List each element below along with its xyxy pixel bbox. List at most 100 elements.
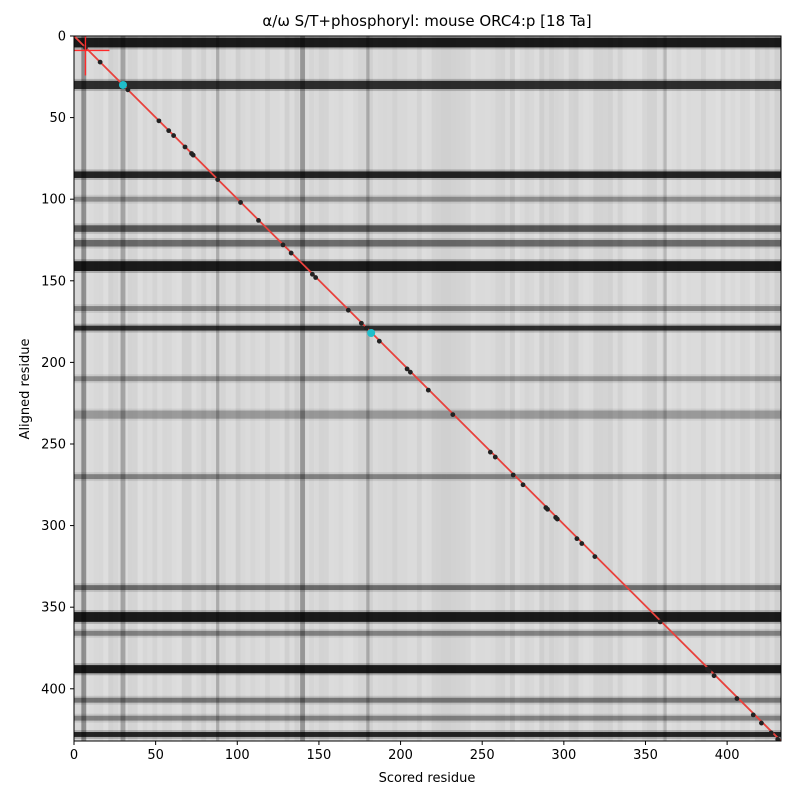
heatmap-texture-column xyxy=(363,36,368,741)
heatmap-texture-column xyxy=(774,36,780,741)
heatmap-texture-column xyxy=(78,36,84,741)
heatmap-dark-row xyxy=(74,325,781,331)
heatmap-texture-column xyxy=(696,36,701,741)
data-point xyxy=(376,338,382,344)
heatmap-texture-column xyxy=(441,36,447,741)
data-point xyxy=(125,87,131,93)
heatmap-texture-column xyxy=(544,36,550,741)
heatmap-row-halo xyxy=(74,259,781,273)
heatmap-dark-row xyxy=(74,410,781,419)
data-point xyxy=(363,325,369,331)
heatmap-texture-column xyxy=(700,36,706,741)
heatmap-texture-column xyxy=(284,36,290,741)
heatmap-texture-column xyxy=(216,36,221,741)
heatmap-texture-column xyxy=(509,36,515,741)
x-tick-label: 350 xyxy=(633,748,658,763)
data-point xyxy=(256,218,261,223)
heatmap-texture-column xyxy=(240,36,246,741)
heatmap-texture-column xyxy=(269,36,275,741)
x-tick-label: 100 xyxy=(225,748,250,763)
heatmap-texture-column xyxy=(377,36,383,741)
heatmap-texture-column xyxy=(323,36,329,741)
heatmap-texture-column xyxy=(431,36,437,741)
heatmap-row-halo xyxy=(74,304,781,313)
heatmap-texture-column xyxy=(745,36,750,741)
heatmap-texture-column xyxy=(661,36,667,741)
heatmap-texture-column xyxy=(196,36,202,741)
heatmap-texture-column xyxy=(754,36,760,741)
heatmap-texture-column xyxy=(647,36,653,741)
heatmap-row-halo xyxy=(74,223,781,234)
heatmap-texture-column xyxy=(495,36,501,741)
heatmap-texture-column xyxy=(549,36,555,741)
heatmap-row-halo xyxy=(74,713,781,723)
heatmap-texture-column xyxy=(250,36,256,741)
heatmap-texture-column xyxy=(598,36,604,741)
data-point xyxy=(97,59,103,65)
heatmap-layer xyxy=(74,36,781,741)
data-point xyxy=(215,177,221,183)
heatmap-texture-column xyxy=(416,36,422,741)
data-point xyxy=(450,412,456,418)
heatmap-dark-row xyxy=(74,585,781,591)
data-point xyxy=(759,720,764,726)
heatmap-texture-column xyxy=(167,36,172,741)
heatmap-texture-column xyxy=(436,36,442,741)
data-point xyxy=(288,250,294,256)
data-point xyxy=(309,271,315,277)
x-tick-label: 0 xyxy=(70,748,78,763)
highlighted-point xyxy=(367,329,376,338)
heatmap-texture-column xyxy=(274,36,280,741)
heatmap-texture-column xyxy=(720,36,726,741)
heatmap-texture-column xyxy=(318,36,324,741)
heatmap-texture-column xyxy=(220,36,226,741)
heatmap-row-halo xyxy=(74,323,781,333)
y-tick-label: 50 xyxy=(49,111,66,126)
heatmap-dark-row xyxy=(74,306,781,311)
heatmap-texture-column xyxy=(460,36,466,741)
x-tick-label: 200 xyxy=(388,748,413,763)
data-point xyxy=(545,506,550,512)
heatmap-texture-column xyxy=(93,36,99,741)
heatmap-dark-row xyxy=(74,612,781,622)
x-tick-label: 50 xyxy=(147,748,164,763)
heatmap-texture-column xyxy=(500,36,506,741)
data-point xyxy=(520,482,526,488)
chart-title: α/ω S/T+phosphoryl: mouse ORC4:p [18 Ta] xyxy=(262,12,591,30)
heatmap-texture-column xyxy=(142,36,148,741)
data-point xyxy=(166,128,172,134)
heatmap-texture-column xyxy=(118,36,123,741)
heatmap-texture-column xyxy=(480,36,486,741)
heatmap-texture-column xyxy=(573,36,579,741)
x-tick-label: 400 xyxy=(715,748,740,763)
heatmap-texture-column xyxy=(201,36,207,741)
data-point xyxy=(358,320,364,326)
heatmap-texture-column xyxy=(642,36,648,741)
data-point xyxy=(407,369,413,375)
heatmap-dark-row xyxy=(74,474,781,480)
heatmap-texture-column xyxy=(558,36,564,741)
heatmap-texture-column xyxy=(451,36,457,741)
heatmap-row-halo xyxy=(74,610,781,624)
heatmap-row-halo xyxy=(74,194,781,204)
heatmap-texture-column xyxy=(127,36,133,741)
heatmap-texture-column xyxy=(353,36,359,741)
heatmap-texture-column xyxy=(294,36,300,741)
heatmap-texture-column xyxy=(524,36,530,741)
x-axis-ticks: 0 50 100 150 200 250 300 350 400 xyxy=(70,741,740,763)
data-point xyxy=(280,242,286,248)
data-point xyxy=(554,516,560,522)
plot-frame xyxy=(73,35,782,742)
data-point xyxy=(345,307,351,313)
heatmap-dark-row xyxy=(74,80,781,90)
heatmap-dark-column xyxy=(216,36,220,741)
heatmap-texture-column xyxy=(603,36,608,741)
x-axis-label: Scored residue xyxy=(379,771,476,786)
heatmap-row-halo xyxy=(74,237,781,249)
data-point xyxy=(156,118,162,124)
data-point xyxy=(750,712,756,718)
y-tick-label: 0 xyxy=(58,30,66,45)
heatmap-texture-column xyxy=(456,36,461,741)
